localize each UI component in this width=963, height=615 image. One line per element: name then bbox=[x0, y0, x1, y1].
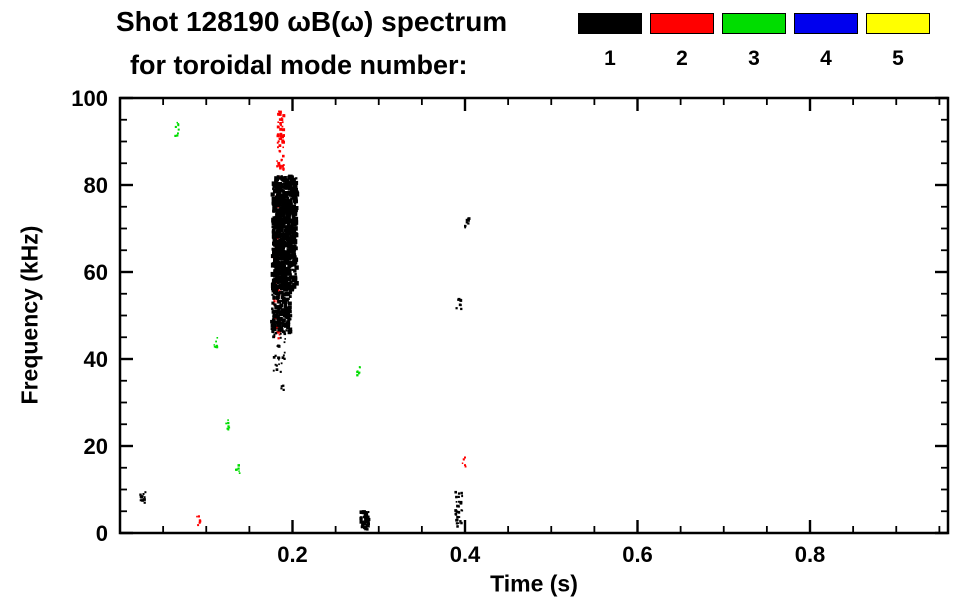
legend-swatch-mode-4 bbox=[794, 13, 858, 34]
y-tick-label: 80 bbox=[84, 173, 108, 198]
legend-swatch-mode-2 bbox=[650, 13, 714, 34]
x-tick-label: 0.2 bbox=[277, 542, 308, 567]
legend-item-mode-4: 4 bbox=[794, 13, 858, 69]
legend-item-mode-5: 5 bbox=[866, 13, 930, 69]
legend-label-mode-4: 4 bbox=[820, 47, 832, 70]
legend-swatch-mode-3 bbox=[722, 13, 786, 34]
chart-subtitle: for toroidal mode number: bbox=[130, 50, 468, 80]
legend-swatch-mode-5 bbox=[866, 13, 930, 34]
legend-label-mode-2: 2 bbox=[676, 47, 688, 70]
legend-label-mode-3: 3 bbox=[748, 47, 760, 70]
y-tick-label: 0 bbox=[96, 521, 108, 546]
legend-item-mode-3: 3 bbox=[722, 13, 786, 69]
legend-label-mode-5: 5 bbox=[892, 47, 904, 70]
x-tick-label: 0.4 bbox=[450, 542, 481, 567]
axes-frame: 0.2 0.4 0.6 0.8 0 20 40 60 80 100 bbox=[71, 86, 950, 567]
data-points bbox=[139, 110, 471, 531]
y-tick-label: 20 bbox=[84, 434, 108, 459]
series-mode-1 bbox=[139, 174, 471, 531]
series-mode-3 bbox=[174, 121, 361, 474]
chart-title: Shot 128190 ωB(ω) spectrum bbox=[116, 6, 508, 37]
y-tick-label: 40 bbox=[84, 347, 108, 372]
legend-item-mode-1: 1 bbox=[578, 13, 642, 69]
y-tick-label: 60 bbox=[84, 260, 108, 285]
y-axis-label: Frequency (kHz) bbox=[16, 225, 43, 405]
legend-swatch-mode-1 bbox=[578, 13, 642, 34]
legend-item-mode-2: 2 bbox=[650, 13, 714, 69]
y-tick-label: 100 bbox=[71, 86, 108, 111]
series-mode-2 bbox=[196, 110, 467, 527]
legend-label-mode-1: 1 bbox=[604, 47, 616, 70]
x-tick-label: 0.8 bbox=[795, 542, 826, 567]
x-tick-label: 0.6 bbox=[622, 542, 653, 567]
mode-legend: 1 2 3 4 5 bbox=[578, 13, 938, 69]
x-axis-label: Time (s) bbox=[490, 570, 578, 597]
